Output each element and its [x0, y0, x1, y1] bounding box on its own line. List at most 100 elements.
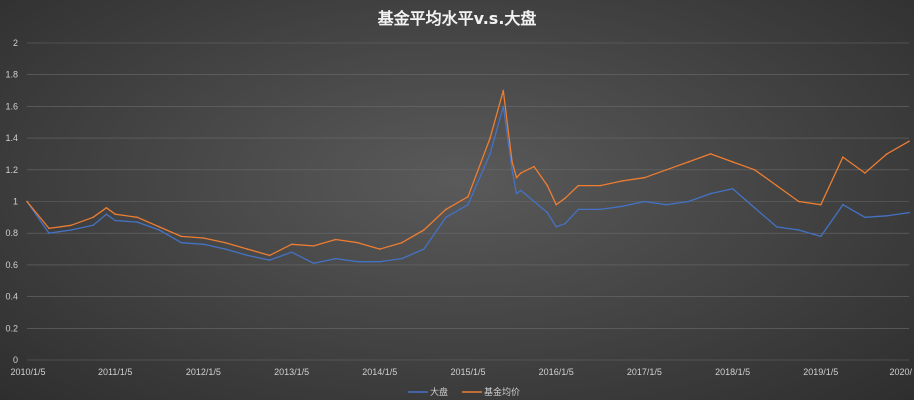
data-point	[92, 224, 94, 227]
data-point	[520, 189, 522, 192]
data-point	[864, 216, 866, 219]
data-point	[643, 176, 646, 179]
data-point	[886, 215, 888, 217]
data-point	[864, 172, 866, 174]
data-point	[731, 188, 734, 190]
data-point	[379, 260, 381, 263]
data-point	[70, 229, 72, 231]
data-point	[92, 216, 94, 219]
y-tick-label: 1.2	[5, 165, 18, 175]
data-point	[48, 227, 50, 230]
x-axis-ticks: 2010/1/5 2011/1/5 2012/1/5 2013/1/5 2014/1/5…	[10, 367, 912, 377]
x-tick-label: 2012/1/5	[186, 367, 221, 377]
data-point	[842, 203, 844, 206]
x-tick-label: 2018/1/5	[715, 367, 750, 377]
data-point	[564, 197, 566, 200]
data-point	[401, 241, 403, 244]
x-tick-label: 2016/1/5	[539, 367, 574, 377]
data-point	[753, 169, 756, 171]
y-tick-label: 1.6	[5, 101, 18, 111]
data-point	[643, 200, 646, 203]
y-tick-label: 1	[13, 197, 18, 207]
data-point	[312, 245, 315, 247]
data-point	[224, 241, 227, 244]
x-tick-label: 2019/1/5	[803, 367, 838, 377]
data-point	[489, 153, 491, 155]
data-point	[180, 241, 183, 244]
data-point	[621, 180, 624, 182]
data-point	[105, 213, 108, 215]
x-tick-label: 2014/1/5	[362, 367, 397, 377]
data-point	[268, 254, 271, 257]
data-point	[564, 222, 566, 225]
y-axis-ticks: 0 0.2 0.4 0.6 0.8 1 1.2 1.4 1.6 1.8 2	[5, 38, 18, 365]
data-point	[136, 216, 139, 219]
data-point	[70, 224, 72, 227]
data-point	[502, 89, 505, 92]
data-point	[290, 243, 293, 246]
gridlines	[27, 42, 909, 361]
data-point	[423, 248, 425, 250]
data-point	[357, 260, 359, 263]
data-point	[709, 192, 712, 195]
legend: 大盘 基金均价	[408, 386, 520, 398]
data-point	[136, 221, 139, 223]
data-point	[515, 192, 518, 195]
x-tick-label: 2011/1/5	[98, 367, 132, 377]
data-point	[798, 200, 800, 203]
data-point	[202, 237, 205, 239]
data-point	[445, 216, 447, 219]
data-point	[798, 229, 800, 231]
legend-label: 基金均价	[484, 386, 520, 398]
data-point	[687, 161, 690, 163]
data-point	[489, 137, 491, 139]
data-point	[379, 248, 381, 250]
data-point	[775, 226, 778, 228]
data-point	[511, 161, 513, 163]
data-point	[502, 105, 505, 108]
data-point	[775, 184, 778, 187]
data-point	[520, 172, 522, 174]
data-point	[599, 208, 602, 211]
data-point	[158, 226, 161, 228]
data-point	[533, 200, 535, 203]
data-point	[48, 232, 50, 234]
data-point	[246, 254, 249, 257]
data-point	[753, 207, 756, 209]
data-point	[555, 226, 557, 228]
y-tick-label: 2	[13, 38, 18, 48]
data-point	[357, 241, 359, 244]
data-point	[709, 153, 712, 155]
data-point	[621, 205, 624, 208]
y-tick-label: 0.8	[5, 228, 18, 238]
y-tick-label: 0.6	[5, 260, 18, 270]
data-point	[820, 235, 822, 238]
data-point	[158, 229, 161, 231]
data-point	[511, 169, 513, 171]
y-tick-label: 1.4	[5, 133, 18, 143]
data-point	[908, 140, 910, 143]
data-point	[312, 262, 315, 265]
data-point	[577, 184, 580, 187]
data-point	[555, 203, 557, 206]
data-point	[577, 208, 580, 211]
data-point	[886, 153, 888, 155]
data-point	[687, 200, 690, 203]
y-tick-label: 0.4	[5, 292, 18, 302]
x-tick-label: 2017/1/5	[627, 367, 662, 377]
data-point	[599, 184, 602, 187]
data-point	[114, 219, 116, 222]
data-point	[401, 257, 403, 260]
data-point	[731, 161, 734, 163]
data-point	[334, 257, 337, 260]
data-point	[290, 251, 293, 253]
data-point	[224, 248, 227, 250]
data-point	[105, 207, 108, 209]
data-point	[546, 184, 549, 187]
data-point	[26, 200, 28, 203]
data-point	[423, 229, 425, 231]
data-point	[515, 176, 518, 179]
data-point	[546, 211, 549, 214]
